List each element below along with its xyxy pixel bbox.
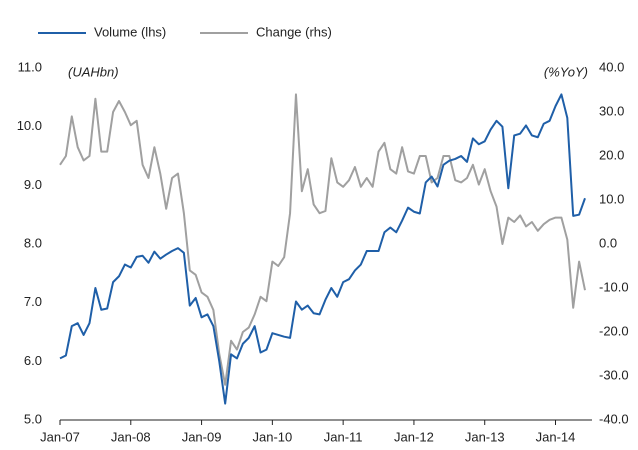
- x-tick-label: Jan-13: [465, 429, 505, 444]
- x-tick-label: Jan-14: [536, 429, 576, 444]
- y2-tick-label: -30.0: [599, 367, 629, 382]
- x-tick-label: Jan-12: [394, 429, 434, 444]
- y2-tick-label: 40.0: [599, 59, 624, 74]
- y2-tick-label: 20.0: [599, 147, 624, 162]
- y-tick-label: 6.0: [24, 353, 42, 368]
- legend-label: Change (rhs): [256, 24, 332, 39]
- series-line: [59, 93, 586, 386]
- x-tick-label: Jan-09: [182, 429, 222, 444]
- x-tick-label: Jan-10: [252, 429, 292, 444]
- y2-tick-label: 30.0: [599, 103, 624, 118]
- y-tick-label: 7.0: [24, 294, 42, 309]
- y-tick-label: 11.0: [18, 59, 42, 74]
- y2-unit-label: (%YoY): [544, 64, 588, 79]
- y2-tick-label: 0.0: [599, 235, 617, 250]
- y2-tick-label: 10.0: [599, 191, 624, 206]
- y-tick-label: 8.0: [24, 235, 42, 250]
- y-tick-label: 9.0: [24, 177, 42, 192]
- legend-label: Volume (lhs): [94, 24, 166, 39]
- y2-tick-label: -10.0: [599, 279, 629, 294]
- y-tick-label: 5.0: [24, 411, 42, 426]
- x-tick-label: Jan-07: [40, 429, 80, 444]
- y-tick-label: 10.0: [17, 118, 42, 133]
- y-unit-label: (UAHbn): [68, 64, 119, 79]
- x-tick-label: Jan-08: [111, 429, 151, 444]
- y2-tick-label: -20.0: [599, 323, 629, 338]
- y2-tick-label: -40.0: [599, 411, 629, 426]
- series-line: [59, 93, 586, 405]
- x-tick-label: Jan-11: [324, 429, 363, 444]
